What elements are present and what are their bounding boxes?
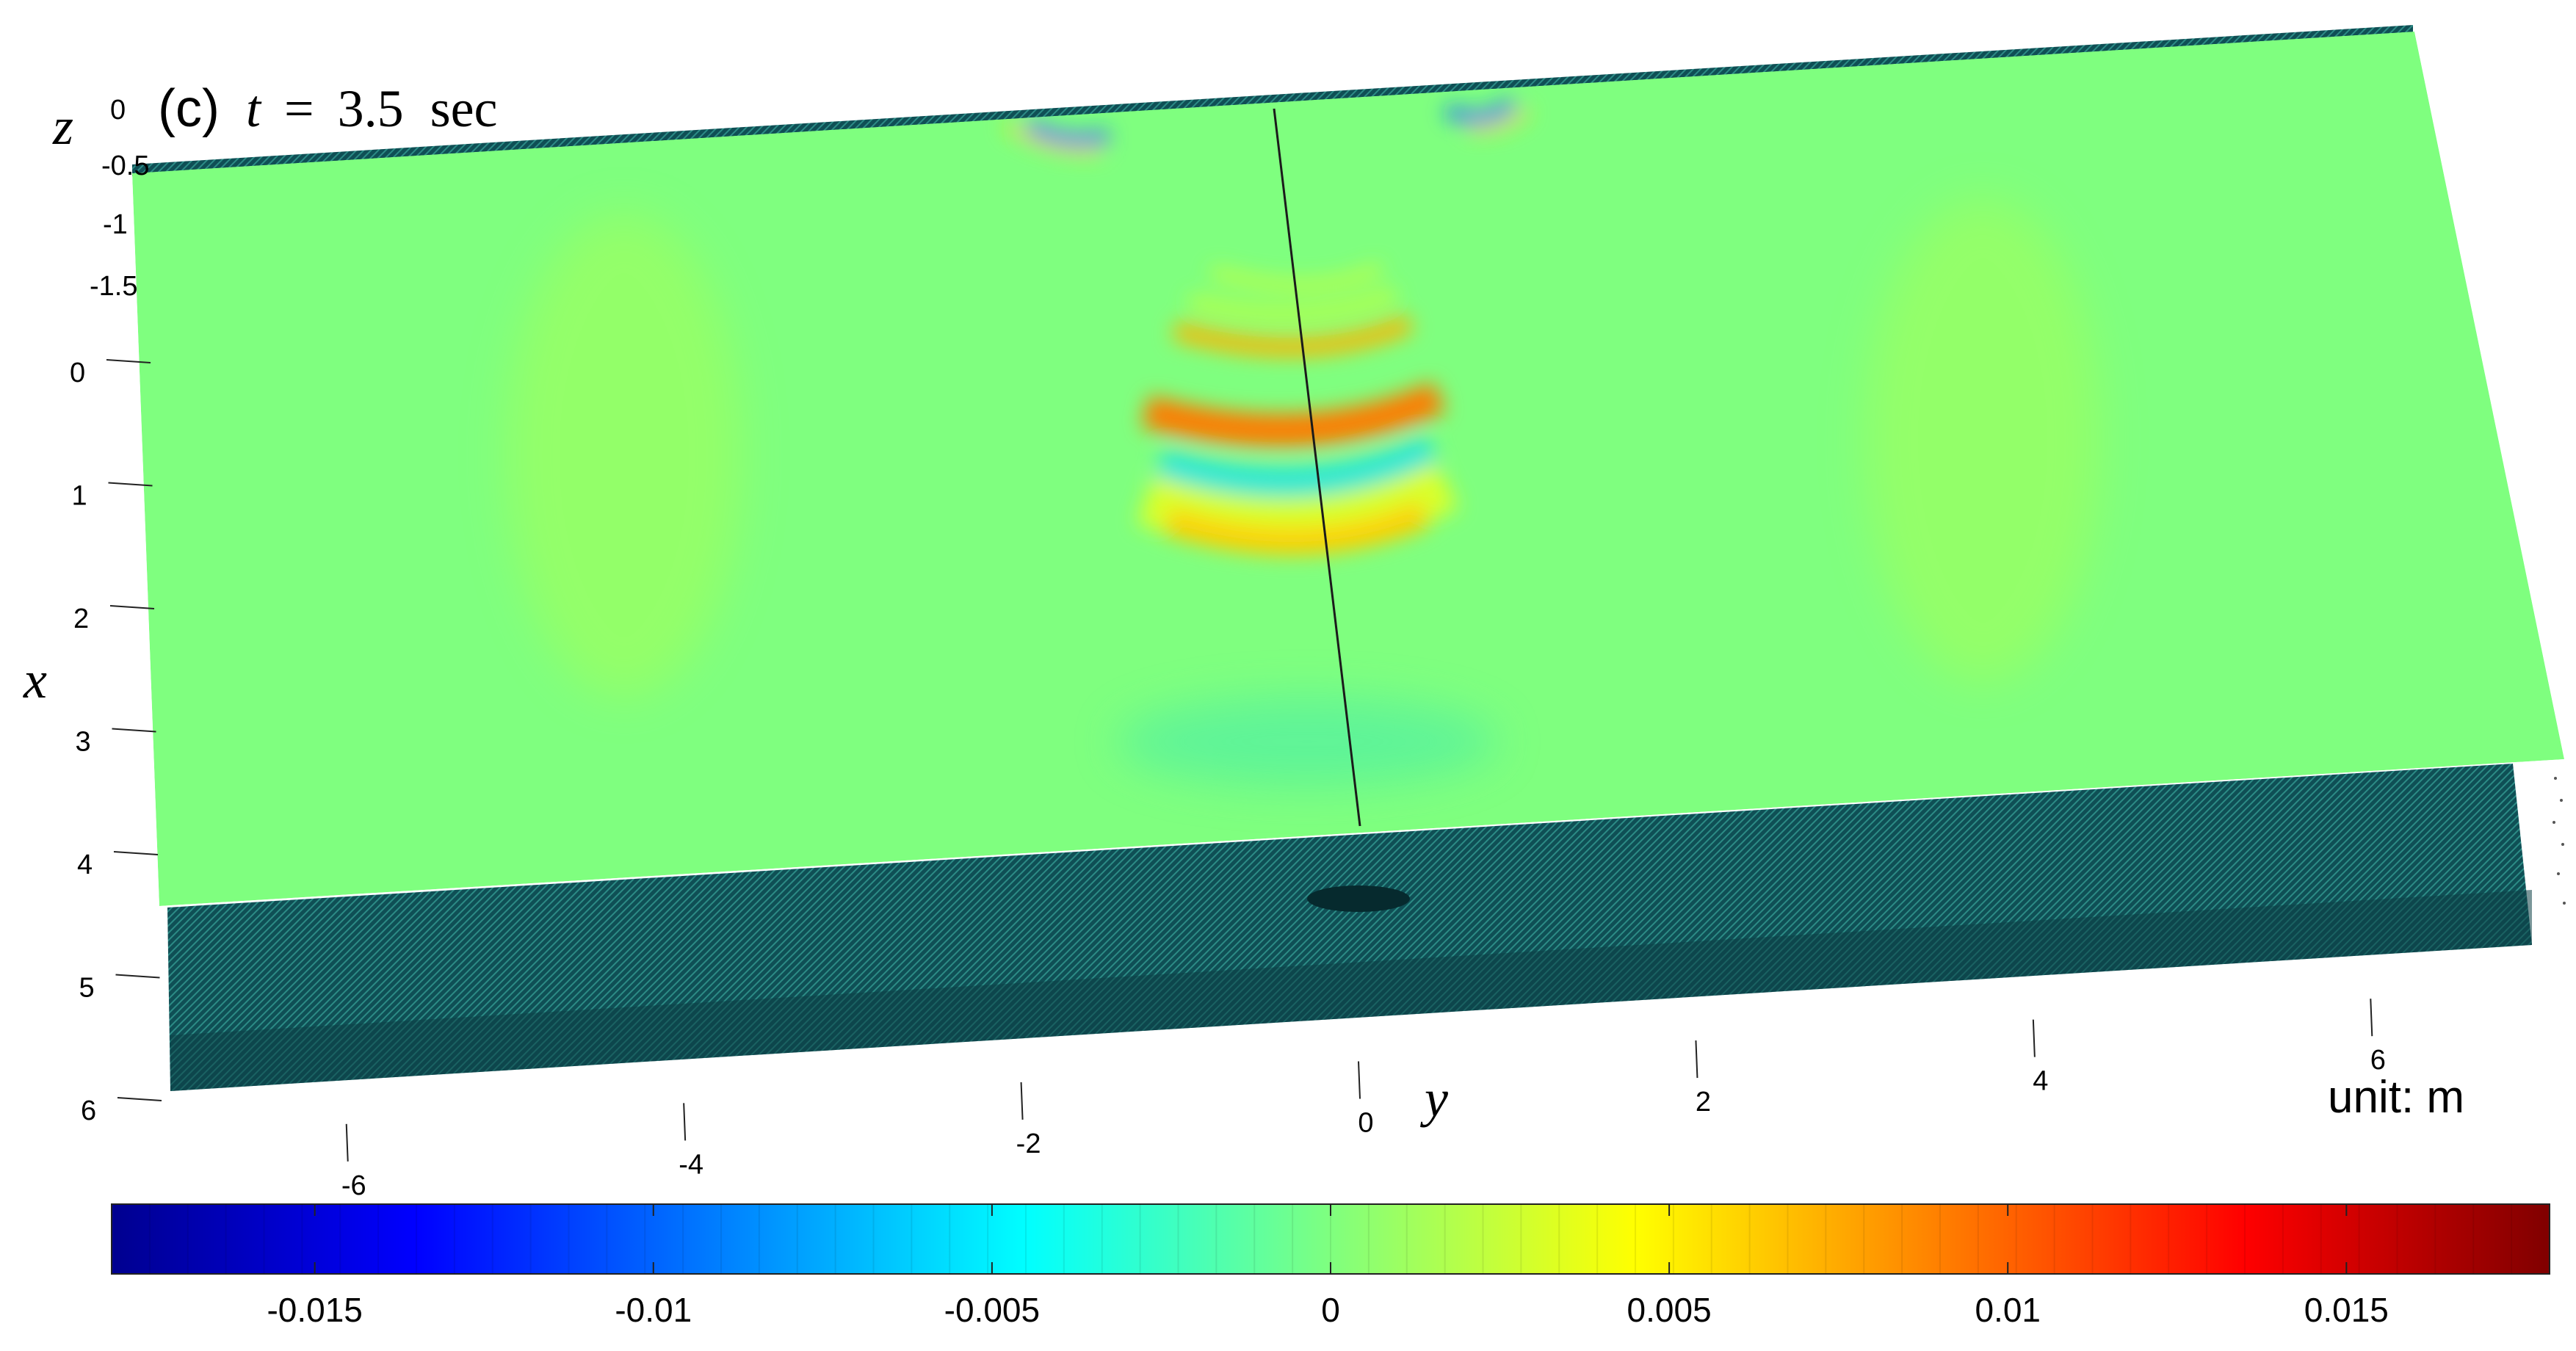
colorbar-tick-label: -0.01: [615, 1291, 692, 1329]
y-tick-mark: [1358, 1061, 1361, 1099]
x-tick-label: 4: [77, 850, 93, 880]
y-axis-ticks: -6 -4 -2 0 2 4 6: [341, 999, 2386, 1201]
colorbar-tick-label: -0.015: [267, 1291, 362, 1329]
panel-title: (c) t = 3.5 sec: [158, 79, 498, 138]
x-tick-mark: [106, 359, 151, 363]
colorbar-bands: [148, 1204, 2513, 1274]
y-tick-label: 0: [1358, 1108, 1373, 1139]
x-tick-label: 6: [81, 1095, 96, 1126]
colorbar-tick-label: 0.01: [1975, 1291, 2041, 1329]
free-surface: [132, 32, 2564, 906]
x-tick-label: 0: [70, 358, 85, 388]
x-tick-mark: [109, 605, 155, 609]
x-tick-label: 1: [72, 481, 87, 512]
y-tick-mark: [2032, 1019, 2036, 1057]
y-tick-mark: [1020, 1082, 1024, 1120]
y-tick-label: -2: [1016, 1129, 1041, 1159]
x-tick-mark: [115, 974, 160, 979]
y-tick-label: 4: [2033, 1066, 2048, 1097]
x-tick-label: 2: [73, 604, 89, 634]
right-edge-specks: [2553, 777, 2566, 905]
y-tick-mark: [1695, 1040, 1698, 1079]
y-axis-label: y: [1419, 1069, 1448, 1128]
y-tick-mark: [345, 1123, 349, 1162]
z-tick-label: -0.5: [101, 151, 149, 181]
colorbar: -0.015 -0.01 -0.005 0 0.005 0.01 0.015: [111, 1203, 2550, 1329]
y-tick-label: 2: [1696, 1087, 1711, 1118]
z-axis-ticks: 0 -0.5 -1 -1.5: [90, 95, 149, 302]
colorbar-tick-label: -0.005: [944, 1291, 1040, 1329]
y-tick-label: -4: [679, 1149, 703, 1180]
z-axis-label: z: [52, 97, 73, 156]
x-tick-mark: [112, 728, 156, 733]
z-tick-label: 0: [110, 95, 126, 126]
unit-note: unit: m: [2328, 1072, 2464, 1123]
y-tick-mark: [2370, 999, 2373, 1037]
z-tick-label: -1.5: [90, 271, 137, 302]
y-tick-mark: [683, 1103, 687, 1141]
colorbar-tick-label: 0: [1321, 1291, 1340, 1329]
colorbar-ticks: -0.015 -0.01 -0.005 0 0.005 0.01 0.015: [267, 1204, 2389, 1329]
x-tick-label: 3: [76, 727, 91, 758]
y-tick-label: -6: [341, 1170, 366, 1201]
colorbar-tick-label: 0.015: [2304, 1291, 2389, 1329]
surface-centerline: [1273, 108, 1361, 827]
z-tick-label: -1: [103, 209, 128, 240]
x-tick-mark: [108, 482, 153, 487]
x-axis-label: x: [23, 651, 47, 709]
mesh-floor: [167, 764, 2532, 1091]
y-tick-label: 6: [2370, 1045, 2386, 1076]
x-axis-ticks: 0 1 2 3 4 5 6: [70, 358, 162, 1126]
x-tick-label: 5: [79, 973, 95, 1004]
colorbar-tick-label: 0.005: [1627, 1291, 1712, 1329]
x-tick-mark: [117, 1097, 162, 1101]
x-tick-mark: [113, 851, 159, 855]
